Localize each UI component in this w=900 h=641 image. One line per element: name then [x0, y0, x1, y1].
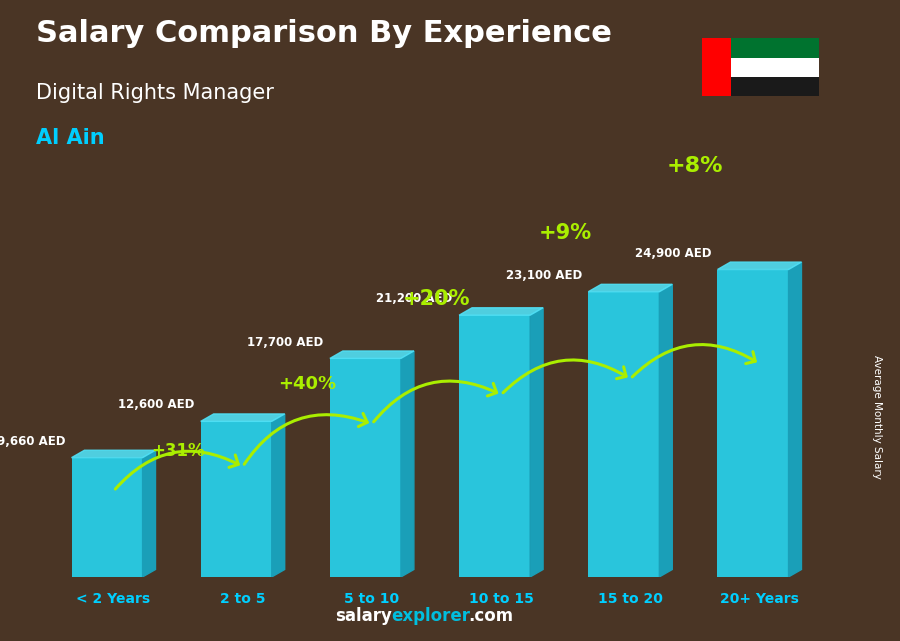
Text: 5 to 10: 5 to 10 — [345, 592, 400, 606]
Bar — [459, 315, 530, 577]
Polygon shape — [660, 285, 672, 577]
Text: 17,700 AED: 17,700 AED — [248, 335, 323, 349]
Text: +40%: +40% — [278, 375, 337, 393]
Text: 12,600 AED: 12,600 AED — [118, 399, 194, 412]
Text: +20%: +20% — [402, 290, 470, 310]
Bar — [702, 58, 819, 77]
Polygon shape — [201, 414, 284, 421]
Bar — [702, 38, 819, 58]
Polygon shape — [401, 351, 414, 577]
Bar — [589, 292, 660, 577]
FancyArrowPatch shape — [503, 360, 626, 393]
Polygon shape — [459, 308, 543, 315]
Text: 23,100 AED: 23,100 AED — [506, 269, 581, 282]
Text: 21,200 AED: 21,200 AED — [376, 292, 453, 305]
FancyArrowPatch shape — [633, 345, 755, 377]
Bar — [702, 77, 819, 96]
Text: 9,660 AED: 9,660 AED — [0, 435, 65, 448]
Text: explorer: explorer — [392, 607, 471, 625]
Text: 15 to 20: 15 to 20 — [598, 592, 662, 606]
Polygon shape — [589, 285, 672, 292]
Text: .com: .com — [468, 607, 513, 625]
Polygon shape — [788, 262, 802, 577]
Text: 20+ Years: 20+ Years — [720, 592, 799, 606]
Text: Al Ain: Al Ain — [36, 128, 104, 148]
Text: +31%: +31% — [151, 442, 205, 460]
Bar — [71, 458, 142, 577]
Bar — [330, 358, 401, 577]
Text: +9%: +9% — [539, 222, 592, 243]
Bar — [201, 421, 272, 577]
Bar — [717, 269, 788, 577]
Text: 10 to 15: 10 to 15 — [469, 592, 534, 606]
Text: salary: salary — [335, 607, 392, 625]
Text: Salary Comparison By Experience: Salary Comparison By Experience — [36, 19, 612, 48]
FancyArrowPatch shape — [115, 451, 238, 489]
Polygon shape — [142, 450, 156, 577]
FancyArrowPatch shape — [374, 381, 497, 422]
Text: 24,900 AED: 24,900 AED — [634, 247, 711, 260]
Polygon shape — [272, 414, 284, 577]
Polygon shape — [717, 262, 802, 269]
Text: 2 to 5: 2 to 5 — [220, 592, 266, 606]
FancyArrowPatch shape — [244, 413, 367, 464]
Bar — [702, 38, 731, 96]
Text: +8%: +8% — [667, 156, 723, 176]
Text: < 2 Years: < 2 Years — [76, 592, 150, 606]
Text: Average Monthly Salary: Average Monthly Salary — [872, 354, 883, 479]
Polygon shape — [330, 351, 414, 358]
Polygon shape — [71, 450, 156, 458]
Polygon shape — [530, 308, 543, 577]
Text: Digital Rights Manager: Digital Rights Manager — [36, 83, 274, 103]
